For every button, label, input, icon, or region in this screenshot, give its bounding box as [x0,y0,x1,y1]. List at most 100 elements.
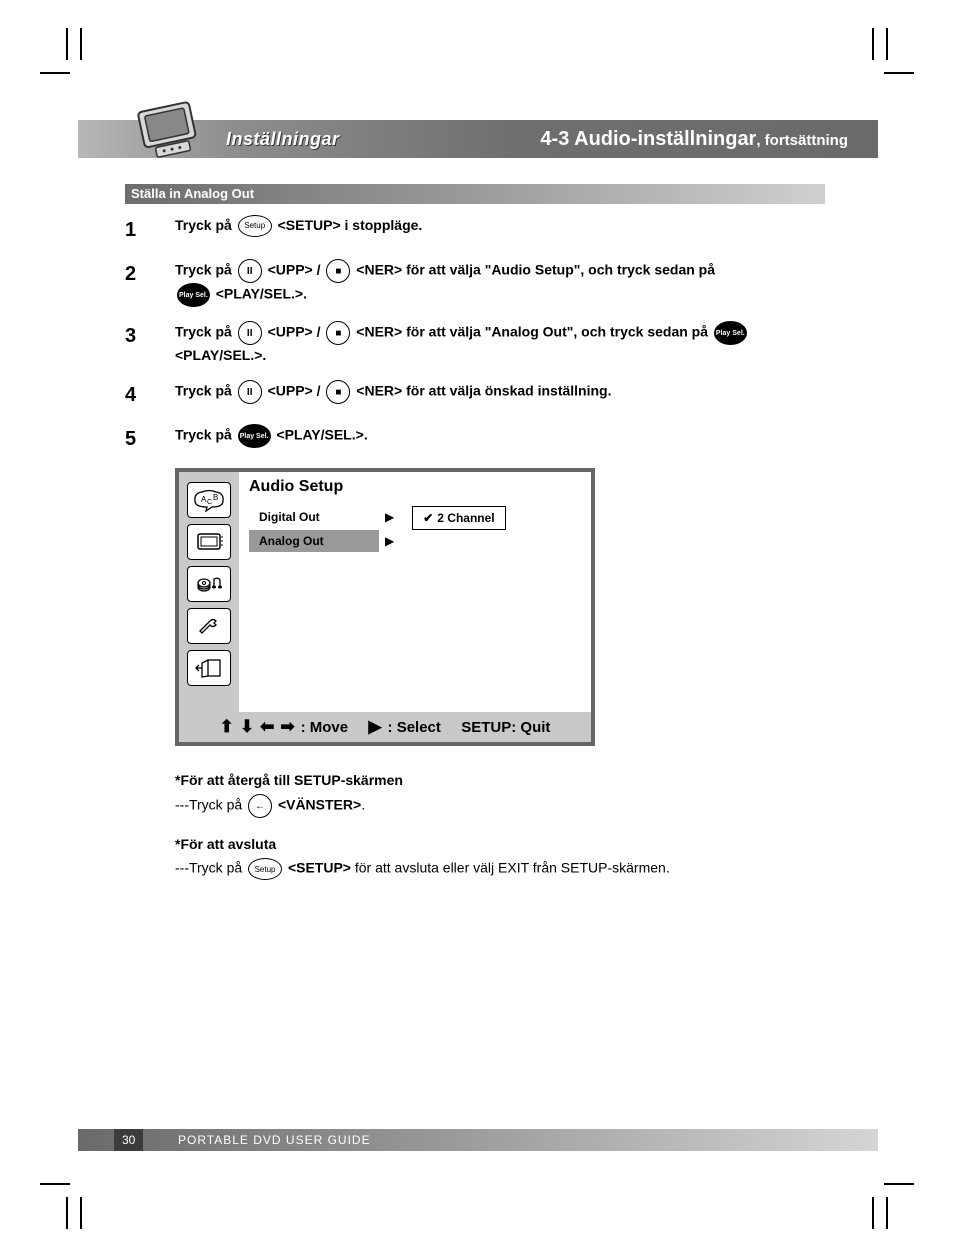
sidebar-audio-icon [187,566,231,602]
note-label: <SETUP> [288,860,351,876]
note-title: *För att återgå till SETUP-skärmen [175,772,845,788]
screen-illustration: ACB Audio Setup [175,468,845,746]
step-label: <PLAY/SEL.> [175,347,262,363]
note-text: ---Tryck på [175,860,246,876]
step-text: Tryck på [175,324,236,340]
step-body: Tryck på II <UPP> / ■ <NER> för att välj… [175,321,749,366]
step-label: <UPP> [268,324,313,340]
step-row: 3 Tryck på II <UPP> / ■ <NER> för att vä… [125,321,845,366]
step-row: 5 Tryck på Play Sel. <PLAY/SEL.>. [125,424,845,454]
step-text: . [364,427,368,443]
step-text: / [317,383,325,399]
step-label: <NER> [356,262,402,278]
menu-item: Analog Out ▶ [249,530,394,552]
step-row: 4 Tryck på II <UPP> / ■ <NER> för att vä… [125,380,845,410]
menu-option-label: 2 Channel [437,511,494,525]
menu-item: Digital Out ▶ [249,506,394,528]
note-text: ---Tryck på [175,797,246,813]
step-body: Tryck på II <UPP> / ■ <NER> för att välj… [175,259,715,307]
sidebar-language-icon: ACB [187,482,231,518]
step-row: 2 Tryck på II <UPP> / ■ <NER> för att vä… [125,259,845,307]
svg-text:B: B [213,493,218,502]
up-button-icon: II [238,380,262,404]
page-number: 30 [114,1129,143,1151]
footer-text: PORTABLE DVD USER GUIDE [178,1133,371,1147]
step-number: 2 [125,259,175,289]
header-page-title: 4-3 Audio-inställningar, fortsättning [540,128,848,151]
playsel-button-icon: Play Sel. [238,424,271,448]
step-number: 5 [125,424,175,454]
menu-arrow-icon: ▶ [385,534,394,548]
note-label: <VÄNSTER> [278,797,361,813]
header-title-cont: , fortsättning [756,132,848,149]
arrow-right-icon: ➡ [280,717,294,737]
step-row: 1 Tryck på Setup <SETUP> i stoppläge. [125,215,845,245]
setup-button-icon: Setup [248,858,282,880]
note-title: *För att avsluta [175,836,845,852]
screen-sidebar: ACB [179,472,239,712]
footer-move-label: : Move [301,719,349,736]
step-label: <SETUP> [278,217,341,233]
note-body: ---Tryck på Setup <SETUP> för att avslut… [175,858,845,880]
footer-select-label: : Select [388,719,441,736]
step-body: Tryck på Setup <SETUP> i stoppläge. [175,215,422,237]
up-button-icon: II [238,259,262,283]
step-label: <PLAY/SEL.> [216,286,303,302]
up-button-icon: II [238,321,262,345]
step-label: <UPP> [268,262,313,278]
step-text: för att välja önskad inställning. [406,383,611,399]
note-text: . [361,797,365,813]
step-text: för att välja "Analog Out", och tryck se… [406,324,712,340]
playsel-button-icon: Play Sel. [177,283,210,307]
menu-item-label: Digital Out [249,506,379,528]
header-title-main: 4-3 Audio-inställningar [540,128,756,150]
step-number: 1 [125,215,175,245]
menu-option-box: ✔ 2 Channel [412,506,505,530]
device-illustration-icon [132,98,210,162]
step-text: / [317,324,325,340]
menu-arrow-icon: ▶ [385,510,394,524]
down-button-icon: ■ [326,259,350,283]
step-text: / [317,262,325,278]
step-text: . [262,347,266,363]
setup-button-icon: Setup [238,215,272,237]
svg-text:C: C [207,499,212,506]
note-body: ---Tryck på ← <VÄNSTER>. [175,794,845,818]
step-label: <UPP> [268,383,313,399]
step-body: Tryck på Play Sel. <PLAY/SEL.>. [175,424,368,448]
sidebar-exit-icon [187,650,231,686]
check-icon: ✔ [423,511,433,525]
play-triangle-icon: ▶ [368,717,381,737]
notes-section: *För att återgå till SETUP-skärmen ---Tr… [175,772,845,880]
footer-bar: 30 PORTABLE DVD USER GUIDE [78,1129,878,1151]
step-number: 3 [125,321,175,351]
playsel-button-icon: Play Sel. [714,321,747,345]
screen-title: Audio Setup [249,478,581,496]
step-label: <NER> [356,383,402,399]
sidebar-tools-icon [187,608,231,644]
step-text: . [303,286,307,302]
arrow-up-icon: ⬆ [220,717,234,737]
step-number: 4 [125,380,175,410]
left-button-icon: ← [248,794,272,818]
footer-quit-label: SETUP: Quit [461,719,550,736]
screen-footer: ⬆ ⬇ ⬅ ➡ : Move ▶ : Select SETUP: Quit [179,712,591,742]
step-text: Tryck på [175,383,236,399]
step-body: Tryck på II <UPP> / ■ <NER> för att välj… [175,380,611,404]
arrow-left-icon: ⬅ [260,717,274,737]
step-label: <PLAY/SEL.> [276,427,363,443]
subheader-bar: Ställa in Analog Out [125,184,825,204]
step-text: i stoppläge. [345,217,423,233]
sidebar-display-icon [187,524,231,560]
down-button-icon: ■ [326,380,350,404]
screen-main: Audio Setup Digital Out ▶ Analog Out ▶ [239,472,591,712]
menu-item-label-selected: Analog Out [249,530,379,552]
screen-frame: ACB Audio Setup [175,468,595,746]
step-text: Tryck på [175,427,236,443]
step-label: <NER> [356,324,402,340]
arrow-down-icon: ⬇ [240,717,254,737]
content-area: 1 Tryck på Setup <SETUP> i stoppläge. 2 … [125,215,845,898]
down-button-icon: ■ [326,321,350,345]
header-section-label: Inställningar [226,129,340,150]
step-text: Tryck på [175,262,236,278]
